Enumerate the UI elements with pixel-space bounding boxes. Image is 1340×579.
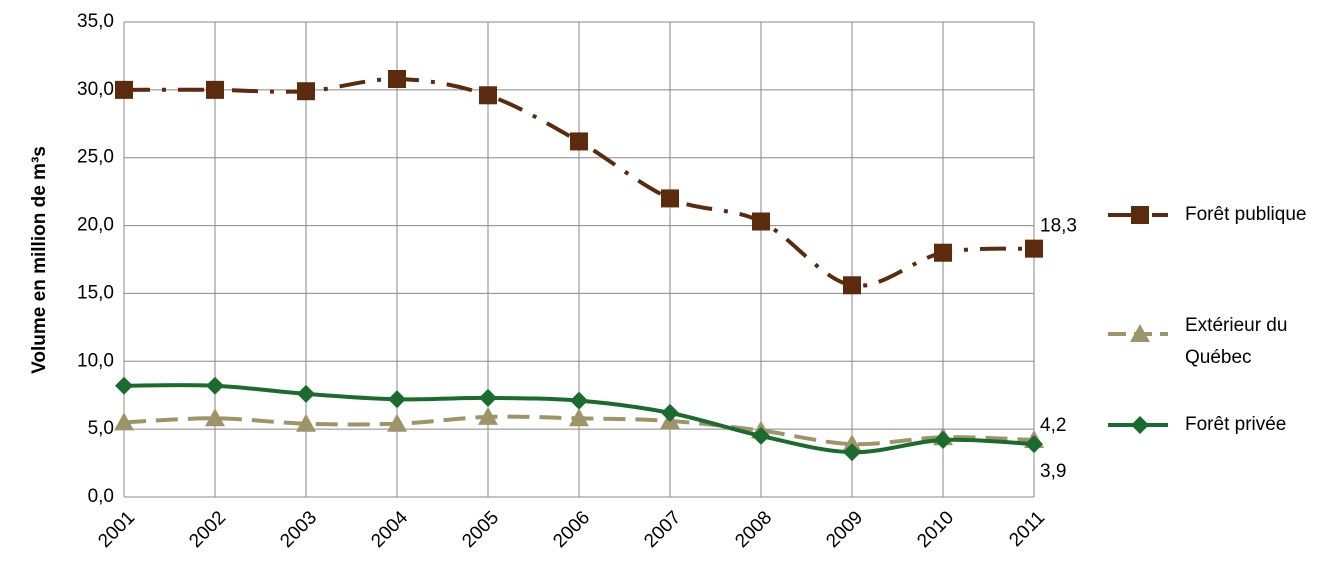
marker [570,391,588,410]
data-label: 4,2 [1040,415,1066,436]
marker [478,406,498,425]
legend-item: Forêt privée [1108,414,1286,435]
marker [661,403,679,422]
marker [388,390,406,409]
legend-label-line: Québec [1185,347,1252,368]
marker [1131,206,1149,224]
marker [297,82,315,101]
marker [934,243,952,262]
marker [752,212,770,231]
marker [114,412,134,431]
x-tick-label: 2002 [185,507,230,552]
x-tick-label: 2007 [640,507,685,552]
legend-label: Extérieur du Québec [1185,315,1287,368]
y-tick-label: 35,0 [77,11,114,32]
marker [388,70,406,88]
legend-label-line: Extérieur du [1185,315,1287,336]
y-axis-label: Volume en million de m³s [29,146,50,374]
marker [842,434,862,453]
x-tick-label: 2011 [1005,507,1049,551]
y-tick-label: 30,0 [77,79,114,100]
marker [297,384,315,403]
marker [1131,416,1149,434]
marker [843,276,861,295]
x-tick-label: 2006 [549,507,594,552]
x-tick-label: 2004 [367,507,412,552]
marker [752,426,770,445]
marker [387,413,407,432]
marker [1130,324,1150,342]
x-tick-label: 2009 [822,507,867,552]
legend-item: Extérieur du Québec [1108,315,1287,368]
marker [296,413,316,432]
marker [934,431,952,449]
series-line [123,76,1035,288]
marker [479,388,497,407]
x-tick-label: 2001 [94,507,139,552]
marker [205,408,225,427]
marker [115,80,133,99]
legend-label: Forêt privée [1185,414,1286,435]
x-tick-label: 2008 [731,507,776,552]
x-tick-label: 2003 [276,507,321,552]
y-tick-label: 10,0 [77,350,114,371]
y-tick-label: 5,0 [88,418,114,439]
y-tick-label: 15,0 [77,282,114,303]
marker [1025,435,1043,454]
x-tick-label: 2010 [913,507,958,552]
marker [843,443,861,462]
y-tick-label: 25,0 [77,147,114,168]
marker [206,376,224,395]
marker [569,408,589,427]
legend-item: Forêt publique [1108,204,1306,225]
marker [1025,239,1043,258]
x-tick-label: 2005 [458,507,503,552]
marker [661,189,679,208]
data-label: 18,3 [1040,216,1077,237]
marker [570,132,588,151]
marker [206,80,224,99]
marker [115,376,133,395]
y-tick-label: 0,0 [88,486,114,507]
legend-label: Forêt publique [1185,204,1306,225]
data-label: 3,9 [1040,461,1066,482]
y-tick-label: 20,0 [77,215,114,236]
marker [479,86,497,105]
